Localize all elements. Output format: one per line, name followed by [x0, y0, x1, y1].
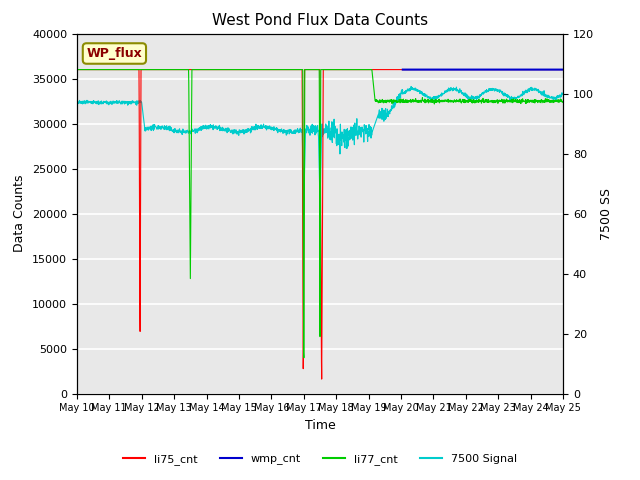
- 7500 Signal: [407, 84, 415, 89]
- Legend: li75_cnt, wmp_cnt, li77_cnt, 7500 Signal: li75_cnt, wmp_cnt, li77_cnt, 7500 Signal: [118, 450, 522, 469]
- li75_cnt: [461, 67, 469, 72]
- wmp_cnt: [516, 67, 524, 72]
- 7500 Signal: [559, 91, 567, 96]
- Line: 7500 Signal: 7500 Signal: [77, 86, 563, 200]
- wmp_cnt: [461, 67, 468, 72]
- li77_cnt: [334, 67, 342, 72]
- 7500 Signal: [300, 197, 308, 203]
- Title: West Pond Flux Data Counts: West Pond Flux Data Counts: [212, 13, 428, 28]
- li75_cnt: [73, 67, 81, 72]
- 7500 Signal: [334, 138, 342, 144]
- Line: li77_cnt: li77_cnt: [77, 70, 563, 358]
- X-axis label: Time: Time: [305, 419, 335, 432]
- Line: li75_cnt: li75_cnt: [77, 70, 563, 379]
- li77_cnt: [300, 355, 308, 360]
- 7500 Signal: [209, 125, 216, 131]
- 7500 Signal: [73, 99, 81, 105]
- li75_cnt: [559, 67, 567, 72]
- li77_cnt: [73, 67, 81, 72]
- li75_cnt: [334, 67, 342, 72]
- Y-axis label: Data Counts: Data Counts: [13, 175, 26, 252]
- 7500 Signal: [516, 93, 524, 99]
- li77_cnt: [209, 67, 216, 72]
- Y-axis label: 7500 SS: 7500 SS: [600, 188, 612, 240]
- li75_cnt: [209, 67, 216, 72]
- li77_cnt: [344, 67, 352, 72]
- li77_cnt: [559, 98, 567, 104]
- li77_cnt: [530, 100, 538, 106]
- Text: WP_flux: WP_flux: [86, 47, 142, 60]
- 7500 Signal: [344, 139, 352, 145]
- wmp_cnt: [559, 67, 567, 72]
- li75_cnt: [344, 67, 352, 72]
- li75_cnt: [516, 67, 524, 72]
- 7500 Signal: [531, 85, 538, 91]
- wmp_cnt: [530, 67, 538, 72]
- li75_cnt: [318, 376, 326, 382]
- li77_cnt: [516, 98, 524, 104]
- li75_cnt: [530, 67, 538, 72]
- li77_cnt: [461, 98, 469, 104]
- 7500 Signal: [461, 92, 469, 97]
